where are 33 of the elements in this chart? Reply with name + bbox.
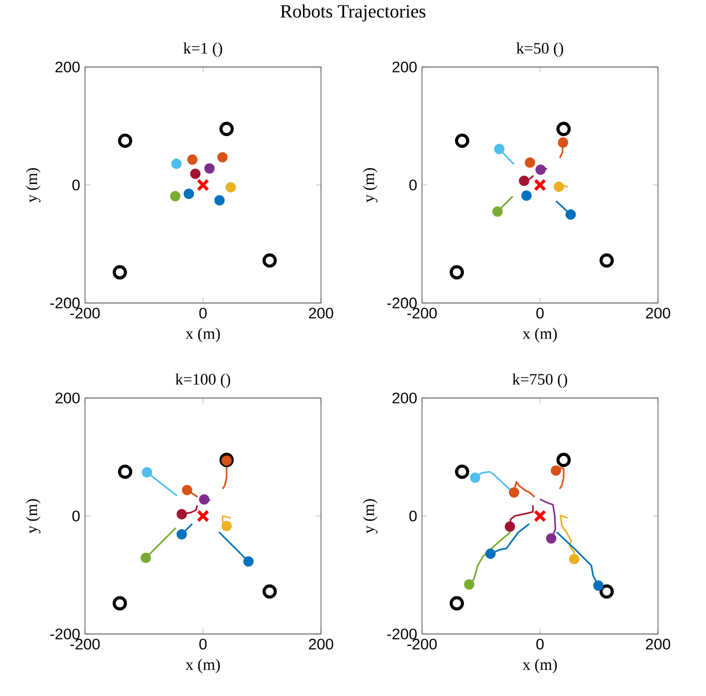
x-axis-title: x (m) [522, 658, 557, 674]
y-tick-label: -200 [387, 628, 417, 640]
chart-title: k=1 () [183, 42, 222, 57]
y-axis-title: y (m) [26, 499, 40, 534]
y-tick-label: -200 [387, 298, 417, 308]
y-tick-label: 0 [72, 180, 80, 190]
y-axis-title: y (m) [362, 168, 378, 202]
y-tick-label: 0 [72, 510, 80, 522]
y-tick-label: 0 [409, 510, 417, 522]
y-tick-label: -200 [50, 628, 80, 640]
text: Robots Trajectories [280, 4, 426, 22]
y-tick-label: 200 [392, 62, 417, 72]
x-axis-title: x (m) [186, 328, 220, 342]
x-tick-label: 200 [646, 308, 670, 319]
x-tick-label: 0 [536, 638, 544, 650]
y-tick-label: 0 [409, 180, 417, 190]
chart-title: k=750 () [512, 373, 568, 388]
y-tick-label: 200 [55, 392, 80, 404]
y-tick-label: -200 [50, 298, 80, 308]
y-tick-label: 200 [392, 392, 417, 404]
chart-title: k=100 () [175, 373, 230, 388]
x-tick-label: 200 [646, 638, 670, 650]
x-tick-label: 0 [199, 308, 207, 319]
chart-title: k=50 () [516, 42, 564, 57]
x-axis-title: x (m) [186, 658, 220, 674]
x-tick-label: 200 [308, 638, 334, 650]
x-tick-label: 0 [199, 638, 207, 650]
x-tick-label: 200 [308, 308, 334, 319]
y-tick-label: 200 [55, 62, 80, 72]
y-axis-title: y (m) [362, 499, 378, 534]
x-tick-label: 0 [536, 308, 544, 319]
y-axis-title: y (m) [26, 168, 40, 202]
x-axis-title: x (m) [522, 328, 557, 342]
